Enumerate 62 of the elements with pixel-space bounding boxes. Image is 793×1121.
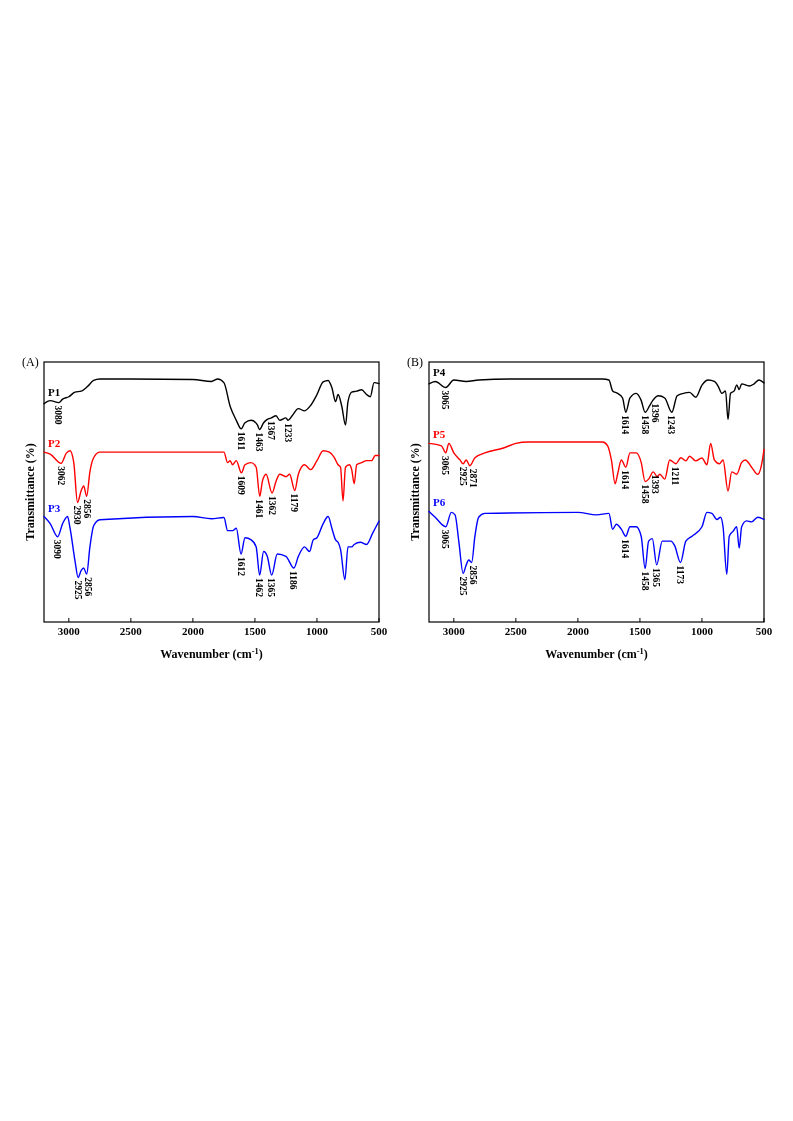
x-tick-label: 2000 — [181, 625, 205, 637]
annotation: 3065 — [440, 390, 451, 410]
annotation: 2856 — [467, 565, 478, 585]
annotation: 1462 — [254, 578, 265, 598]
annotation: 3062 — [55, 466, 66, 486]
annotation: 1614 — [620, 415, 631, 435]
annotation: 1396 — [649, 403, 660, 423]
annotation: 1614 — [620, 470, 631, 490]
annotation: 1233 — [282, 423, 293, 443]
chart-title: (A) — [22, 355, 39, 369]
annotation: 1365 — [266, 578, 277, 598]
annotation: 1463 — [254, 432, 265, 452]
annotation: 1609 — [235, 475, 246, 496]
annotation: 3065 — [440, 529, 451, 549]
annotation: 2856 — [82, 577, 93, 597]
annotation: 2925 — [457, 466, 468, 487]
annotation: 2930 — [72, 505, 82, 525]
y-axis-title: Transmittance (%) — [408, 443, 422, 541]
annotation: 1367 — [265, 420, 276, 441]
annotation: 1611 — [235, 431, 246, 451]
chart-title: (B) — [407, 355, 423, 369]
annotation: 1458 — [639, 484, 650, 504]
series-label: P3 — [48, 501, 61, 514]
annotation: 2856 — [82, 499, 92, 519]
annotation: 1173 — [675, 565, 685, 585]
x-tick-label: 3000 — [57, 625, 81, 637]
annotation: 1393 — [649, 474, 660, 495]
series-label: P2 — [48, 437, 61, 450]
x-tick-label: 1000 — [305, 625, 329, 637]
x-tick-label: 1500 — [628, 625, 652, 637]
x-tick-label: 2500 — [119, 625, 143, 637]
annotation: 2871 — [467, 468, 478, 489]
annotation: 1614 — [620, 539, 631, 559]
series-label: P6 — [433, 496, 446, 509]
x-tick-label: 3000 — [442, 625, 466, 637]
annotation: 1179 — [289, 493, 300, 513]
annotation: 1458 — [639, 415, 650, 435]
annotation: 3080 — [53, 405, 64, 425]
annotation: 3090 — [52, 539, 63, 559]
x-axis-title: Wavenumber (cm$^{-1}$) — [545, 646, 648, 661]
x-tick-label: 2500 — [504, 625, 528, 637]
x-axis-title: Wavenumber (cm$^{-1}$) — [160, 646, 263, 661]
annotation: 1458 — [639, 571, 650, 591]
x-tick-label: 500 — [370, 625, 388, 637]
annotation: 2925 — [72, 580, 83, 600]
annotation: 1243 — [666, 415, 677, 435]
annotation: 1365 — [651, 567, 662, 588]
annotation: 2925 — [457, 576, 468, 596]
annotation: 3065 — [440, 455, 451, 476]
series-label: P1 — [48, 385, 61, 398]
series-label: P4 — [433, 366, 446, 379]
annotation: 1362 — [266, 495, 277, 516]
x-tick-label: 1500 — [243, 625, 267, 637]
annotation: 1612 — [235, 556, 246, 577]
annotation: 1211 — [670, 466, 681, 486]
annotation: 1461 — [254, 499, 265, 519]
x-tick-label: 500 — [755, 625, 773, 637]
x-tick-label: 1000 — [690, 625, 714, 637]
x-tick-label: 2000 — [566, 625, 590, 637]
annotation: 1186 — [288, 571, 299, 590]
y-axis-title: Transmittance (%) — [23, 443, 37, 541]
series-label: P5 — [433, 428, 446, 441]
